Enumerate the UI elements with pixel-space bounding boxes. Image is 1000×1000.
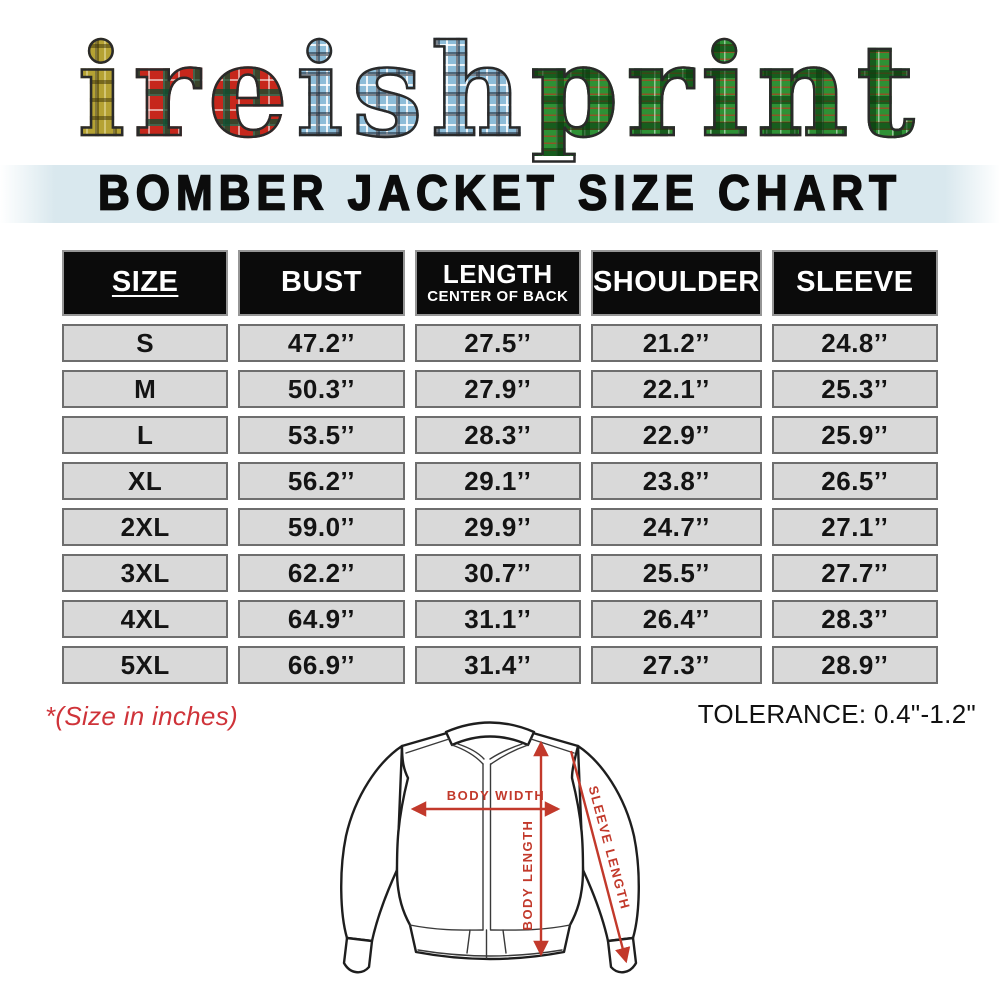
header-label: BUST: [280, 266, 362, 299]
measurement-cell: 50.3’’: [238, 370, 405, 408]
measurement-cell: 25.5’’: [590, 554, 762, 592]
header-cell-shoulder: SHOULDER: [590, 250, 762, 316]
measurement-cell: 27.9’’: [414, 370, 581, 408]
jacket-diagram-svg: BODY WIDTH BODY LENGTH SLEEVE LENGTH: [340, 721, 640, 974]
measurement-cell: 21.2’’: [590, 324, 762, 362]
jacket-measurement-diagram: BODY WIDTH BODY LENGTH SLEEVE LENGTH: [300, 712, 700, 1000]
measurement-cell: 26.5’’: [771, 462, 938, 500]
measurement-cell: 30.7’’: [414, 554, 581, 592]
measurement-cell: 47.2’’: [238, 324, 405, 362]
size-in-inches-note: *(Size in inches): [45, 701, 238, 731]
size-label-cell: S: [62, 324, 229, 362]
body-length-label: BODY LENGTH: [520, 820, 535, 931]
size-label-cell: 4XL: [62, 600, 229, 638]
logo-segment-red: re: [132, 17, 296, 166]
jacket-left-cuff: [342, 936, 374, 974]
size-chart-table: SIZE BUST LENGTH CENTER OF BACK SHOULDER SLEE…: [62, 250, 938, 684]
measurement-cell: 29.9’’: [414, 508, 581, 546]
measurement-cell: 27.3’’: [590, 646, 762, 684]
header-label: SHOULDER: [592, 266, 760, 299]
jacket-hem-band: [409, 924, 571, 957]
measurement-cell: 56.2’’: [238, 462, 405, 500]
header-cell-bust: BUST: [238, 250, 405, 316]
page-title: BOMBER JACKET SIZE CHART: [97, 165, 903, 222]
jacket-left-sleeve: [340, 744, 404, 943]
measurement-cell: 28.9’’: [771, 646, 938, 684]
measurement-cell: 22.1’’: [590, 370, 762, 408]
measurement-cell: 23.8’’: [590, 462, 762, 500]
size-label-cell: M: [62, 370, 229, 408]
measurement-cell: 31.4’’: [414, 646, 581, 684]
header-cell-sleeve: SLEEVE: [771, 250, 938, 316]
size-label-cell: 2XL: [62, 508, 229, 546]
measurement-cell: 28.3’’: [414, 416, 581, 454]
measurement-cell: 27.7’’: [771, 554, 938, 592]
measurement-cell: 22.9’’: [590, 416, 762, 454]
measurement-cell: 24.8’’: [771, 324, 938, 362]
measurement-cell: 59.0’’: [238, 508, 405, 546]
header-label: SLEEVE: [796, 266, 914, 299]
measurement-cell: 27.5’’: [414, 324, 581, 362]
header-label: SIZE: [111, 266, 179, 299]
measurement-cell: 62.2’’: [238, 554, 405, 592]
size-label-cell: L: [62, 416, 229, 454]
measurement-cell: 66.9’’: [238, 646, 405, 684]
logo-segment-green: print: [529, 17, 923, 166]
logo-segment-gold: i: [76, 17, 134, 166]
jacket-collar-v-lines: [451, 743, 529, 765]
header-cell-size: SIZE: [62, 250, 229, 316]
measurement-cell: 25.3’’: [771, 370, 938, 408]
body-width-label: BODY WIDTH: [447, 788, 546, 803]
measurement-cell: 53.5’’: [238, 416, 405, 454]
measurement-cell: 25.9’’: [771, 416, 938, 454]
size-label-cell: 5XL: [62, 646, 229, 684]
size-label-cell: 3XL: [62, 554, 229, 592]
tolerance-note: TOLERANCE: 0.4"-1.2": [697, 699, 976, 729]
measurement-cell: 31.1’’: [414, 600, 581, 638]
measurement-cell: 27.1’’: [771, 508, 938, 546]
size-label-cell: XL: [62, 462, 229, 500]
measurement-cell: 26.4’’: [590, 600, 762, 638]
measurement-cell: 29.1’’: [414, 462, 581, 500]
brand-logo: i re ish print: [0, 4, 1000, 166]
sleeve-length-arrow: [569, 750, 631, 964]
measurement-cell: 64.9’’: [238, 600, 405, 638]
header-cell-length: LENGTH CENTER OF BACK: [414, 250, 581, 316]
jacket-zipper: [482, 763, 492, 959]
header-label: LENGTH: [442, 259, 553, 290]
measurement-cell: 28.3’’: [771, 600, 938, 638]
title-banner: BOMBER JACKET SIZE CHART: [0, 165, 1000, 223]
header-sublabel: CENTER OF BACK: [427, 287, 569, 305]
logo-segment-blue: ish: [295, 17, 531, 166]
measurement-cell: 24.7’’: [590, 508, 762, 546]
